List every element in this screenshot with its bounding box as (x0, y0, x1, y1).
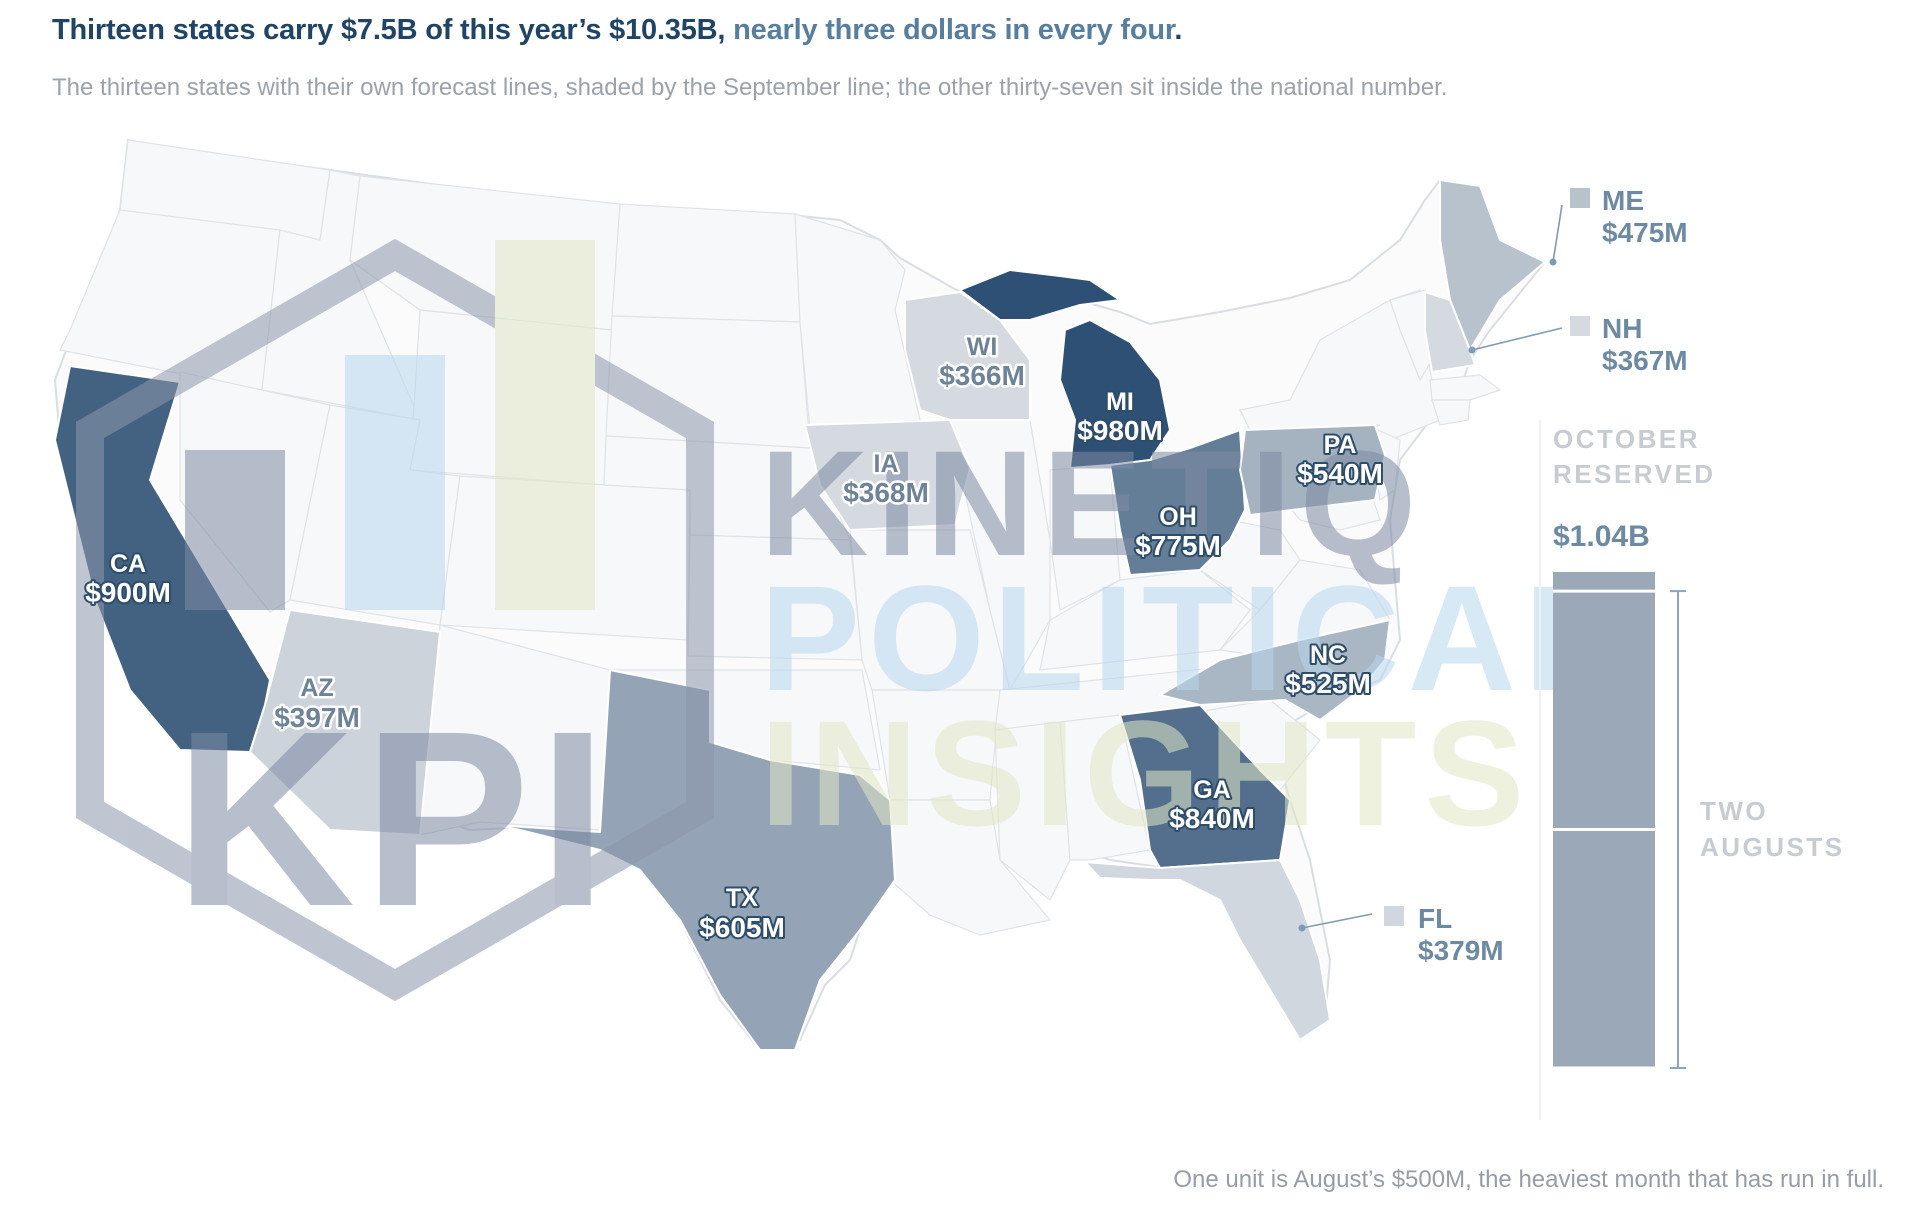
state-wi[interactable] (904, 291, 1031, 421)
callout-me-leader (1552, 204, 1563, 263)
state-labels: CA $900M AZ $397M TX $605M IA $368M WI $… (83, 331, 1385, 946)
label-az: AZ $397M (272, 672, 363, 736)
state-ct (1431, 399, 1471, 426)
watermark-hexagon (76, 238, 714, 1002)
state-la (889, 799, 1052, 936)
reserve-bar-fill (1553, 572, 1655, 1068)
callout-nh: NH $367M (1468, 313, 1688, 376)
label-ia-code: IA (874, 450, 899, 478)
state-al (1059, 714, 1151, 861)
state-vt (1389, 289, 1433, 382)
state-az[interactable] (249, 609, 441, 836)
callout-me-dot (1549, 258, 1557, 266)
label-oh-code: OH (1159, 503, 1197, 531)
label-mi-value: $980M (1077, 415, 1163, 446)
label-az-code: AZ (300, 674, 333, 702)
watermark-bar-1 (185, 450, 285, 610)
label-mi-code: MI (1106, 388, 1134, 416)
reserve-bracket-line1: TWO (1700, 796, 1768, 826)
headline-end: . (1174, 14, 1183, 46)
label-pa: PA $540M (1295, 429, 1385, 491)
label-ia: IA $368M (841, 448, 932, 511)
callout-me-code: ME (1602, 185, 1644, 216)
label-ga-code: GA (1193, 776, 1231, 804)
watermark-line2: POLITICAL (760, 554, 1624, 722)
callout-fl: FL $379M (1298, 903, 1504, 966)
label-ia-value: $368M (843, 477, 929, 508)
label-ga: GA $840M (1167, 774, 1257, 836)
headline: Thirteen states carry $7.5B of this year… (52, 14, 1182, 47)
watermark-monogram: KPI (175, 679, 616, 958)
label-tx-code: TX (726, 884, 758, 912)
state-nh[interactable] (1424, 291, 1476, 373)
callout-fl-swatch (1384, 906, 1404, 926)
label-wi: WI $366M (937, 331, 1028, 394)
state-ma (1429, 374, 1502, 401)
label-mi: MI $980M (1075, 386, 1165, 448)
callout-me-swatch (1570, 188, 1590, 208)
label-ga-value: $840M (1169, 803, 1255, 834)
callout-nh-leader (1471, 327, 1563, 351)
label-tx-value: $605M (699, 912, 785, 943)
reserve-label-line1: OCTOBER (1553, 424, 1700, 454)
watermark-line1: KINETIQ (760, 419, 1424, 587)
headline-accent: nearly three dollars in every four (733, 14, 1175, 46)
label-ca-code: CA (110, 550, 146, 578)
callout-me-value: $475M (1602, 217, 1688, 248)
callout-fl-value: $379M (1418, 935, 1504, 966)
reserve-value: $1.04B (1553, 520, 1650, 553)
state-pa[interactable] (1239, 424, 1386, 516)
subhead: The thirteen states with their own forec… (52, 74, 1448, 101)
label-nc-code: NC (1310, 641, 1346, 669)
reserve-bar (1553, 572, 1655, 1070)
callout-fl-dot (1298, 924, 1306, 932)
state-mn (794, 213, 921, 431)
callout-nh-value: $367M (1602, 345, 1688, 376)
label-nc-value: $525M (1285, 668, 1371, 699)
highlighted-states (54, 179, 1546, 1051)
watermark-bar-2 (345, 355, 445, 610)
state-il (949, 419, 1051, 692)
label-az-value: $397M (274, 702, 360, 733)
reserve-label-line2: RESERVED (1553, 459, 1716, 489)
state-me[interactable] (1439, 179, 1546, 351)
label-wi-value: $366M (939, 360, 1025, 391)
callout-fl-code: FL (1418, 903, 1452, 934)
label-tx: TX $605M (697, 882, 787, 945)
callout-fl-leader (1301, 913, 1373, 929)
state-nd (611, 203, 801, 323)
callout-nh-code: NH (1602, 313, 1642, 344)
watermark-bar-3 (495, 240, 595, 610)
state-ca[interactable] (54, 365, 271, 753)
label-pa-value: $540M (1297, 458, 1383, 489)
state-tx[interactable] (494, 669, 896, 1051)
label-oh-value: $775M (1135, 530, 1221, 561)
footnote: One unit is August’s $500M, the heaviest… (1173, 1166, 1884, 1193)
label-ca: CA $900M (83, 548, 173, 610)
state-ky (1039, 569, 1251, 671)
callout-nh-swatch (1570, 316, 1590, 336)
callout-me: ME $475M (1549, 185, 1688, 266)
state-oh[interactable] (1109, 429, 1246, 576)
state-ms (994, 721, 1071, 901)
label-pa-code: PA (1324, 431, 1357, 459)
headline-main: Thirteen states carry $7.5B of this year… (52, 14, 734, 46)
reserve-bracket (1670, 590, 1686, 1069)
label-nc: NC $525M (1283, 639, 1373, 701)
watermark-line3: INSIGHTS (760, 689, 1532, 857)
label-ca-value: $900M (85, 577, 171, 608)
callout-nh-dot (1468, 346, 1476, 354)
reserve-bracket-line2: AUGUSTS (1700, 832, 1845, 862)
label-wi-code: WI (967, 333, 998, 361)
state-fl[interactable] (1084, 859, 1331, 1041)
state-nc[interactable] (1159, 619, 1391, 721)
label-oh: OH $775M (1133, 501, 1223, 563)
watermark: KPI KINETIQ POLITICAL INSIGHTS (76, 238, 1624, 1002)
reserve-panel: OCTOBER RESERVED $1.04B TWO AUGUSTS (1539, 420, 1845, 1120)
